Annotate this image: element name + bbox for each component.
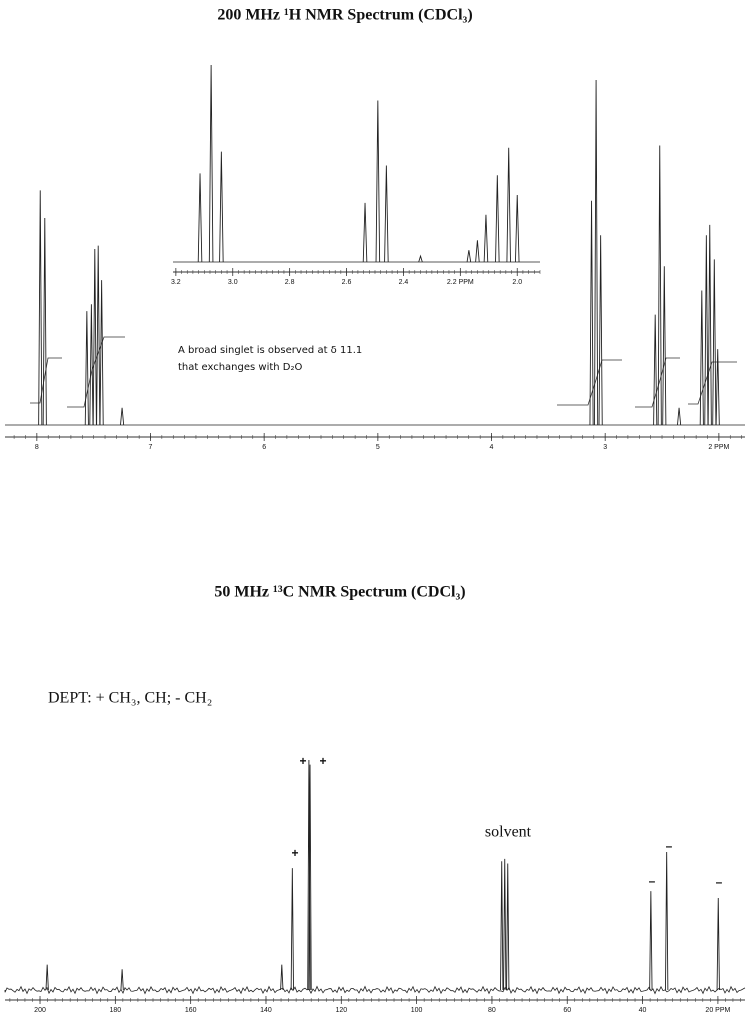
x-tick-label: 2 PPM — [708, 444, 729, 451]
peak — [699, 290, 704, 426]
peak — [375, 100, 381, 263]
x-tick-label: 200 — [34, 1007, 46, 1014]
dept-sign: + — [319, 754, 326, 768]
peak — [653, 314, 658, 426]
peak — [712, 259, 717, 426]
peak — [42, 217, 47, 426]
peak — [92, 249, 97, 426]
peak — [197, 173, 203, 263]
x-tick-label: 2.0 — [512, 279, 522, 286]
x-tick-label: 2.4 — [399, 279, 409, 286]
integration-curves — [30, 336, 737, 408]
peak — [84, 311, 89, 426]
peak — [418, 254, 423, 263]
peak — [120, 407, 125, 426]
peak — [99, 280, 104, 426]
peak — [500, 861, 504, 991]
peak — [219, 151, 224, 263]
x-tick-label: 6 — [262, 444, 266, 451]
peak — [589, 200, 594, 426]
peak — [716, 897, 720, 991]
dept-sign: + — [291, 846, 298, 860]
annotation: that exchanges with D₂O — [178, 362, 302, 373]
peak — [704, 235, 709, 426]
x-tick-label: 40 — [639, 1007, 647, 1014]
dept-sign: – — [716, 875, 723, 889]
x-tick-label: 160 — [185, 1007, 197, 1014]
x-tick-label: 3.2 — [171, 279, 181, 286]
peak — [598, 235, 603, 426]
subtitle: DEPT: + CH₃, CH; - CH₂ — [48, 690, 212, 707]
dept-sign: – — [666, 839, 673, 853]
peak — [120, 969, 124, 991]
peak — [649, 891, 653, 991]
peak — [495, 175, 500, 263]
peak — [290, 868, 294, 991]
dept-sign: – — [649, 874, 656, 888]
peak — [506, 863, 510, 991]
baseline — [4, 985, 746, 995]
x-tick-label: 7 — [149, 444, 153, 451]
x-tick-label: 100 — [411, 1007, 423, 1014]
x-tick-label: 2.6 — [342, 279, 352, 286]
chart-title: 200 MHz ¹H NMR Spectrum (CDCl₃) — [217, 7, 472, 24]
peak — [475, 240, 480, 263]
peak — [657, 145, 662, 426]
peak — [280, 964, 284, 991]
x-tick-label: 3 — [603, 444, 607, 451]
x-tick-label: 20 PPM — [705, 1007, 730, 1014]
peak — [506, 147, 511, 263]
peak — [308, 764, 312, 991]
peak — [45, 964, 49, 991]
x-tick-label: 5 — [376, 444, 380, 451]
peak — [362, 202, 368, 263]
peak — [208, 64, 214, 263]
x-tick-label: 2.8 — [285, 279, 295, 286]
peak — [96, 245, 101, 426]
x-tick-label: 2.2 PPM — [447, 279, 474, 286]
x-tick-label: 3.0 — [228, 279, 238, 286]
peak — [307, 759, 311, 991]
peak — [503, 858, 507, 991]
x-tick-label: 60 — [563, 1007, 571, 1014]
annotation: A broad singlet is observed at δ 11.1 — [178, 345, 362, 356]
peak — [89, 304, 94, 426]
peak — [715, 349, 720, 426]
x-tick-label: 80 — [488, 1007, 496, 1014]
peak — [594, 79, 599, 426]
peak — [677, 407, 682, 426]
x-tick-label: 4 — [490, 444, 494, 451]
peak — [384, 165, 389, 263]
chart-title: 50 MHz ¹³C NMR Spectrum (CDCl₃) — [214, 584, 465, 601]
annotation: solvent — [485, 824, 532, 841]
peak — [707, 224, 712, 426]
x-tick-label: 180 — [109, 1007, 121, 1014]
peak — [662, 266, 667, 426]
peak — [466, 250, 472, 263]
peak — [514, 195, 520, 263]
peak — [483, 214, 489, 263]
dept-sign: + — [299, 754, 306, 768]
peak — [38, 190, 43, 426]
x-tick-label: 120 — [335, 1007, 347, 1014]
x-tick-label: 140 — [260, 1007, 272, 1014]
peak — [665, 851, 669, 991]
x-tick-label: 8 — [35, 444, 39, 451]
